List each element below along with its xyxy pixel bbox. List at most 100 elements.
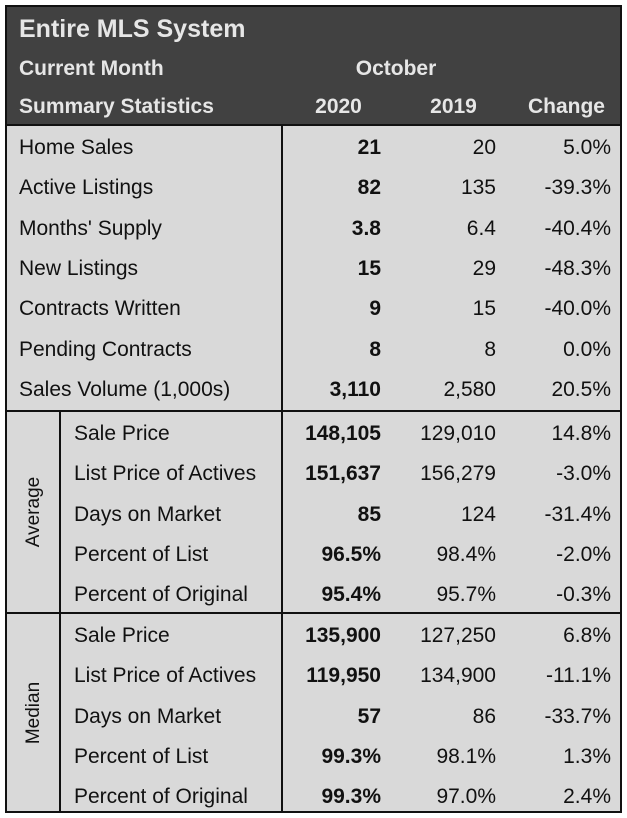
summary-section: Home Sales 21 20 5.0% Active Listings 82 135 -3… <box>7 126 620 412</box>
average-side-panel: Average <box>7 412 61 612</box>
table-row: Pending Contracts 8 8 0.0% <box>7 330 620 370</box>
value-2019: 134,900 <box>420 664 496 688</box>
row-label: Sale Price <box>74 624 170 647</box>
value-change: -33.7% <box>544 704 611 728</box>
header-month-row: Current Month October <box>7 49 620 89</box>
month-label: October <box>355 57 437 80</box>
row-label: Days on Market <box>74 502 222 526</box>
row-label: Pending Contracts <box>19 337 192 361</box>
column-divider <box>281 412 283 612</box>
value-2019: 86 <box>472 704 496 728</box>
value-change: -2.0% <box>556 542 611 566</box>
row-label: List Price of Actives <box>74 664 257 688</box>
value-2019: 97.0% <box>436 785 496 809</box>
table-row: Months' Supply 3.8 6.4 -40.4% <box>7 209 620 249</box>
row-label: Percent of List <box>74 744 209 768</box>
table-row: Active Listings 82 135 -39.3% <box>7 168 620 208</box>
row-label: Sales Volume (1,000s) <box>19 377 231 401</box>
row-label: List Price of Actives <box>74 462 257 486</box>
value-change: -39.3% <box>544 176 611 200</box>
value-change: 6.8% <box>563 624 611 647</box>
value-2020: 99.3% <box>321 744 381 768</box>
column-divider <box>281 126 283 410</box>
row-label: Sale Price <box>74 422 170 445</box>
table-row: Home Sales 21 20 5.0% <box>7 128 620 168</box>
value-2019: 98.1% <box>436 744 496 768</box>
value-change: 20.5% <box>551 377 611 401</box>
value-2020: 135,900 <box>305 624 381 647</box>
value-2020: 3.8 <box>351 216 381 240</box>
table-row: List Price of Actives 151,637 156,279 -3.0% <box>7 454 620 494</box>
value-2019: 15 <box>472 297 496 321</box>
value-2019: 98.4% <box>436 542 496 566</box>
value-2019: 20 <box>472 136 496 159</box>
median-side-panel: Median <box>7 614 61 811</box>
table-row: Sales Volume (1,000s) 3,110 2,580 20.5% <box>7 370 620 410</box>
value-2020: 82 <box>357 176 381 200</box>
row-label-header: Summary Statistics <box>19 95 214 118</box>
value-2020: 96.5% <box>321 542 381 566</box>
row-label: Months' Supply <box>19 216 162 240</box>
value-2020: 85 <box>357 502 381 526</box>
value-2020: 3,110 <box>329 377 381 401</box>
header-title-row: Entire MLS System <box>7 9 620 49</box>
value-change: 5.0% <box>563 136 611 159</box>
table-row: Percent of Original 95.4% 95.7% -0.3% <box>7 575 620 615</box>
value-change: -40.4% <box>544 216 611 240</box>
row-label: Active Listings <box>19 176 154 200</box>
table-title: Entire MLS System <box>19 15 246 43</box>
table-row: List Price of Actives 119,950 134,900 -11.1… <box>7 656 620 696</box>
value-2020: 119,950 <box>306 664 381 688</box>
table-row: Days on Market 85 124 -31.4% <box>7 495 620 535</box>
table-row: Sale Price 148,105 129,010 14.8% <box>7 414 620 454</box>
value-2020: 99.3% <box>321 785 381 809</box>
value-change: -40.0% <box>544 297 611 321</box>
table-header: Entire MLS System Current Month October … <box>7 7 620 126</box>
header-columns-row: Summary Statistics 2020 2019 Change <box>7 87 620 127</box>
value-change: -3.0% <box>556 462 611 486</box>
value-2019: 129,010 <box>420 422 496 445</box>
table-row: Percent of List 99.3% 98.1% 1.3% <box>7 737 620 777</box>
row-label: Percent of Original <box>74 583 248 607</box>
value-2019: 127,250 <box>420 624 496 647</box>
row-label: Home Sales <box>19 136 134 159</box>
table-row: Contracts Written 9 15 -40.0% <box>7 289 620 329</box>
value-2019: 29 <box>472 256 496 280</box>
row-label: Contracts Written <box>19 297 181 321</box>
column-header-2020: 2020 <box>315 95 362 118</box>
value-2020: 151,637 <box>305 462 381 486</box>
row-label: Percent of List <box>74 542 209 566</box>
row-label: New Listings <box>19 256 139 280</box>
value-change: -48.3% <box>544 256 611 280</box>
column-header-change: Change <box>527 95 605 118</box>
value-2020: 8 <box>369 337 381 361</box>
value-2019: 6.4 <box>466 216 496 240</box>
value-2020: 15 <box>357 256 381 280</box>
value-change: -0.3% <box>556 583 611 607</box>
value-2019: 135 <box>460 176 496 200</box>
value-2020: 95.4% <box>321 583 381 607</box>
value-2020: 9 <box>369 297 381 321</box>
value-change: -31.4% <box>544 502 611 526</box>
table-row: Percent of Original 99.3% 97.0% 2.4% <box>7 777 620 811</box>
value-change: 2.4% <box>563 785 611 809</box>
median-section: Median Sale Price 135,900 127,250 6.8% List … <box>7 614 620 811</box>
value-2019: 156,279 <box>420 462 496 486</box>
table-row: Percent of List 96.5% 98.4% -2.0% <box>7 535 620 575</box>
row-label: Percent of Original <box>74 785 248 809</box>
column-divider <box>281 614 283 811</box>
value-2019: 8 <box>484 337 496 361</box>
value-change: 0.0% <box>563 337 611 361</box>
table-row: Sale Price 135,900 127,250 6.8% <box>7 616 620 656</box>
value-2019: 95.7% <box>436 583 496 607</box>
value-change: 1.3% <box>563 744 611 768</box>
average-section: Average Sale Price 148,105 129,010 14.8% Lis… <box>7 412 620 614</box>
table-subtitle: Current Month <box>19 57 164 80</box>
value-2020: 21 <box>357 136 381 159</box>
value-change: -11.1% <box>546 664 611 688</box>
table-row: Days on Market 57 86 -33.7% <box>7 697 620 737</box>
value-change: 14.8% <box>551 422 611 445</box>
mls-summary-table: Entire MLS System Current Month October … <box>5 5 622 813</box>
value-2019: 124 <box>460 502 496 526</box>
table-row: New Listings 15 29 -48.3% <box>7 249 620 289</box>
